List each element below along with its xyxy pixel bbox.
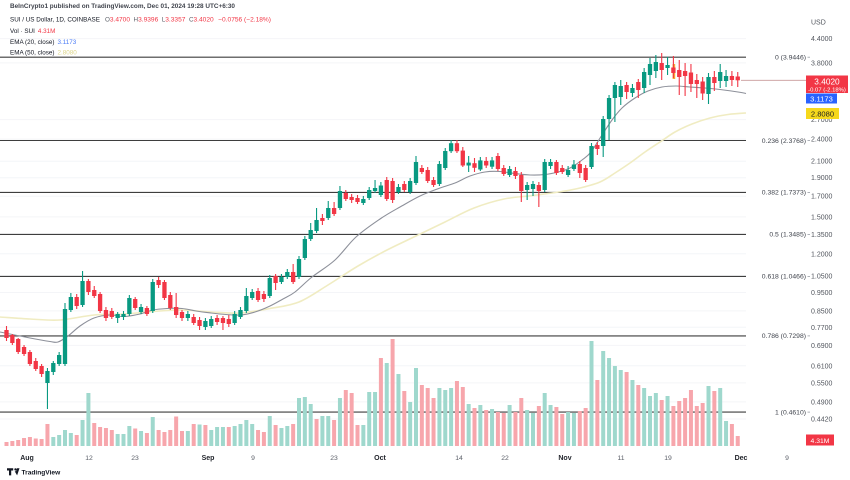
- svg-text:2.1000: 2.1000: [811, 159, 833, 166]
- svg-text:3.4020: 3.4020: [814, 76, 840, 86]
- svg-text:Oct: Oct: [374, 455, 386, 462]
- svg-text:2.8080: 2.8080: [811, 110, 834, 119]
- svg-text:0.6900: 0.6900: [811, 343, 833, 350]
- svg-text:2.7000: 2.7000: [811, 117, 833, 124]
- svg-text:12: 12: [85, 455, 93, 462]
- svg-text:23: 23: [330, 455, 338, 462]
- svg-text:14: 14: [455, 455, 463, 462]
- svg-text:23: 23: [131, 455, 139, 462]
- svg-text:0.7700: 0.7700: [811, 325, 833, 332]
- svg-text:0 (3.9446): 0 (3.9446): [775, 55, 806, 62]
- svg-text:22: 22: [501, 455, 509, 462]
- svg-text:2.4000: 2.4000: [811, 137, 833, 144]
- svg-text:TradingView: TradingView: [22, 470, 62, 477]
- svg-text:0.8500: 0.8500: [811, 308, 833, 315]
- svg-text:-0.07 (-2.18%): -0.07 (-2.18%): [808, 88, 846, 94]
- svg-text:19: 19: [664, 455, 672, 462]
- svg-text:1.3500: 1.3500: [811, 232, 833, 239]
- svg-text:1.0500: 1.0500: [811, 273, 833, 280]
- svg-text:0.5 (1.3485): 0.5 (1.3485): [769, 232, 806, 239]
- svg-text:4.31M: 4.31M: [811, 438, 830, 445]
- svg-text:EMA (50, close)2.8080: EMA (50, close) 2.8080: [10, 49, 77, 56]
- svg-text:1.9000: 1.9000: [811, 175, 833, 182]
- svg-text:0.618 (1.0466): 0.618 (1.0466): [762, 274, 806, 281]
- svg-text:Dec: Dec: [735, 455, 748, 462]
- svg-text:Nov: Nov: [558, 455, 571, 462]
- svg-text:1.2000: 1.2000: [811, 251, 833, 258]
- svg-text:3.1173: 3.1173: [810, 94, 833, 103]
- svg-text:0.9500: 0.9500: [811, 290, 833, 297]
- svg-text:EMA (20, close)3.1173: EMA (20, close) 3.1173: [10, 39, 77, 46]
- svg-text:Aug: Aug: [20, 455, 34, 462]
- svg-text:USD: USD: [811, 20, 826, 27]
- svg-text:9: 9: [785, 455, 789, 462]
- svg-text:1.5000: 1.5000: [811, 214, 833, 221]
- svg-text:1 (0.4610): 1 (0.4610): [775, 409, 806, 416]
- svg-text:0.236 (2.3768): 0.236 (2.3768): [762, 138, 806, 145]
- svg-text:0.382 (1.7373): 0.382 (1.7373): [762, 190, 806, 197]
- svg-text:9: 9: [251, 455, 255, 462]
- svg-text:11: 11: [617, 455, 624, 462]
- svg-text:BeInCrypto1 published on Tradi: BeInCrypto1 published on TradingView.com…: [10, 3, 235, 10]
- svg-text:Sep: Sep: [202, 455, 215, 462]
- svg-text:0.4420: 0.4420: [811, 417, 833, 424]
- svg-text:0.4900: 0.4900: [811, 399, 833, 406]
- svg-text:0.5500: 0.5500: [811, 380, 833, 387]
- svg-text:3.8000: 3.8000: [811, 60, 833, 67]
- svg-text:0.6100: 0.6100: [811, 363, 833, 370]
- svg-text:1.7000: 1.7000: [811, 194, 833, 201]
- svg-text:4.4000: 4.4000: [811, 36, 833, 43]
- svg-text:0.786 (0.7298): 0.786 (0.7298): [762, 333, 806, 340]
